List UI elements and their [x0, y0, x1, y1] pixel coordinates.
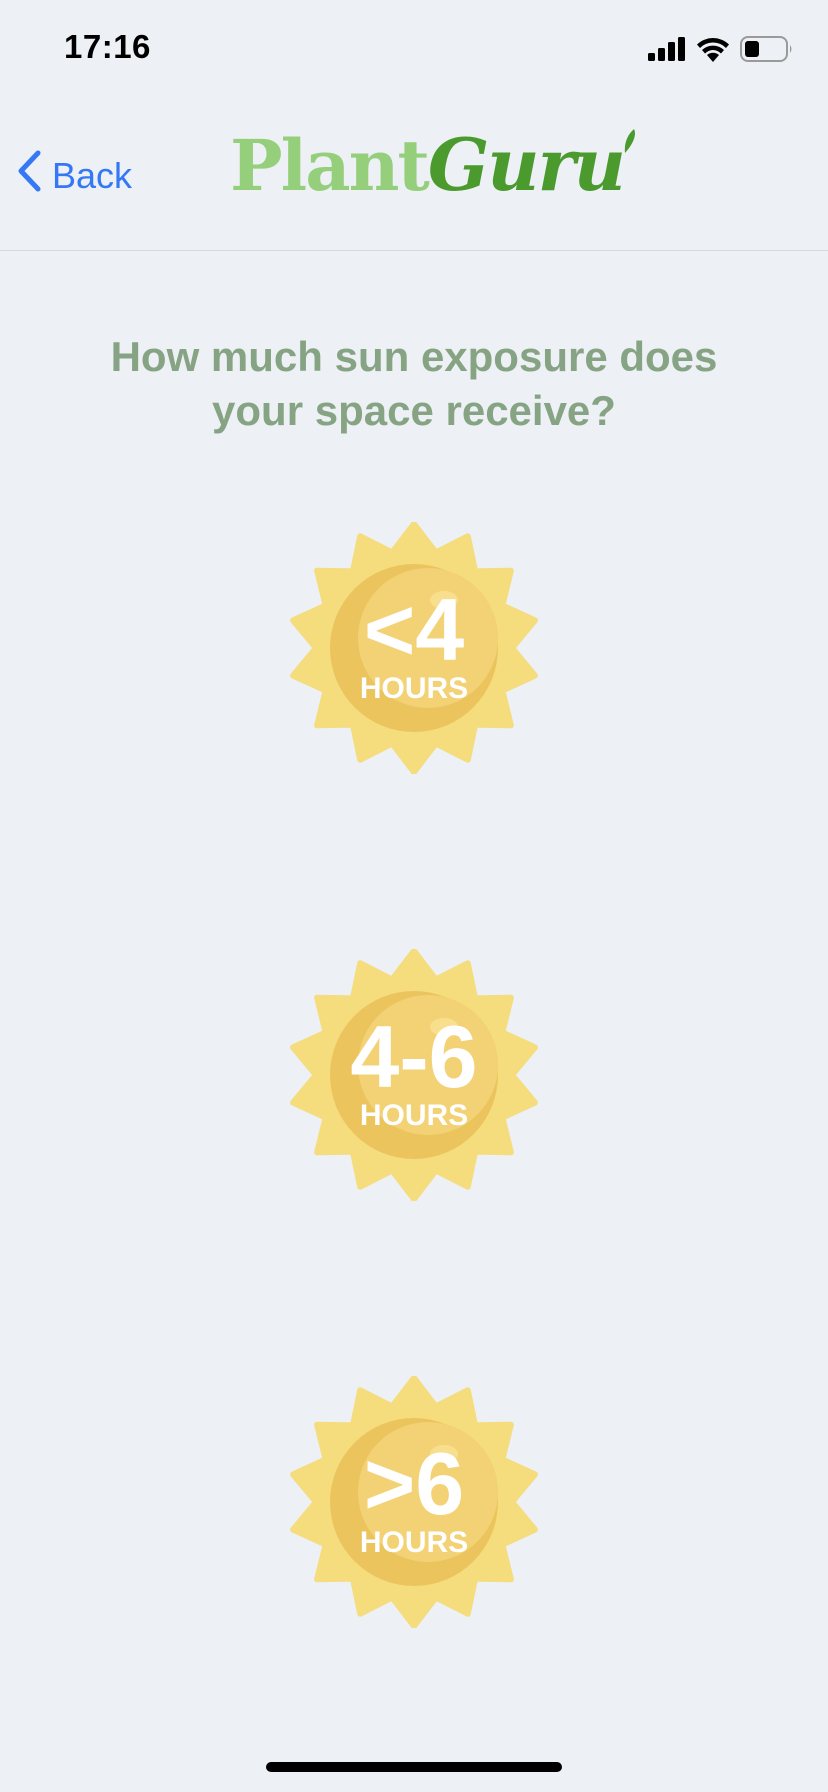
sun-option-unit: HOURS — [359, 1099, 469, 1132]
cellular-signal-icon — [648, 37, 686, 66]
sun-option-value: <4 — [363, 580, 465, 679]
chevron-left-icon — [16, 150, 42, 201]
battery-icon — [740, 36, 794, 67]
back-button[interactable]: Back — [16, 150, 132, 201]
sun-icon — [290, 949, 538, 1201]
sun-spot — [430, 591, 458, 609]
logo-guru-text: Guru — [427, 122, 635, 207]
sun-icon — [290, 522, 538, 774]
wifi-icon — [696, 36, 730, 67]
status-bar: 17:16 — [0, 0, 828, 100]
sun-option-value: >6 — [363, 1434, 465, 1533]
sun-option-more-than-6[interactable]: >6 HOURS — [288, 1376, 540, 1628]
sun-icon — [290, 1376, 538, 1628]
logo-plant-text: Plant — [230, 124, 430, 207]
question-line-2: your space receive? — [212, 387, 616, 434]
sun-option-4-to-6[interactable]: 4-6 HOURS — [288, 949, 540, 1201]
status-icons — [648, 36, 794, 67]
status-time: 17:16 — [64, 28, 151, 65]
sun-highlight — [358, 995, 498, 1135]
question-heading: How much sun exposure does your space re… — [0, 330, 828, 438]
sun-spot — [430, 1018, 458, 1036]
sun-option-unit: HOURS — [359, 1526, 469, 1559]
sun-spot — [430, 1445, 458, 1463]
nav-bar: Back Plant Guru — [0, 100, 828, 251]
leaf-icon — [624, 129, 635, 153]
home-indicator[interactable] — [266, 1762, 562, 1772]
question-line-1: How much sun exposure does — [110, 333, 718, 380]
sun-option-unit: HOURS — [359, 672, 469, 705]
sun-highlight — [358, 568, 498, 708]
logo-guru-label: Guru — [427, 122, 626, 207]
sun-option-less-than-4[interactable]: <4 HOURS — [288, 522, 540, 774]
back-label: Back — [52, 154, 133, 196]
plantguru-logo: Plant Guru — [230, 122, 635, 207]
sun-option-value: 4-6 — [350, 1007, 478, 1106]
sun-highlight — [358, 1422, 498, 1562]
